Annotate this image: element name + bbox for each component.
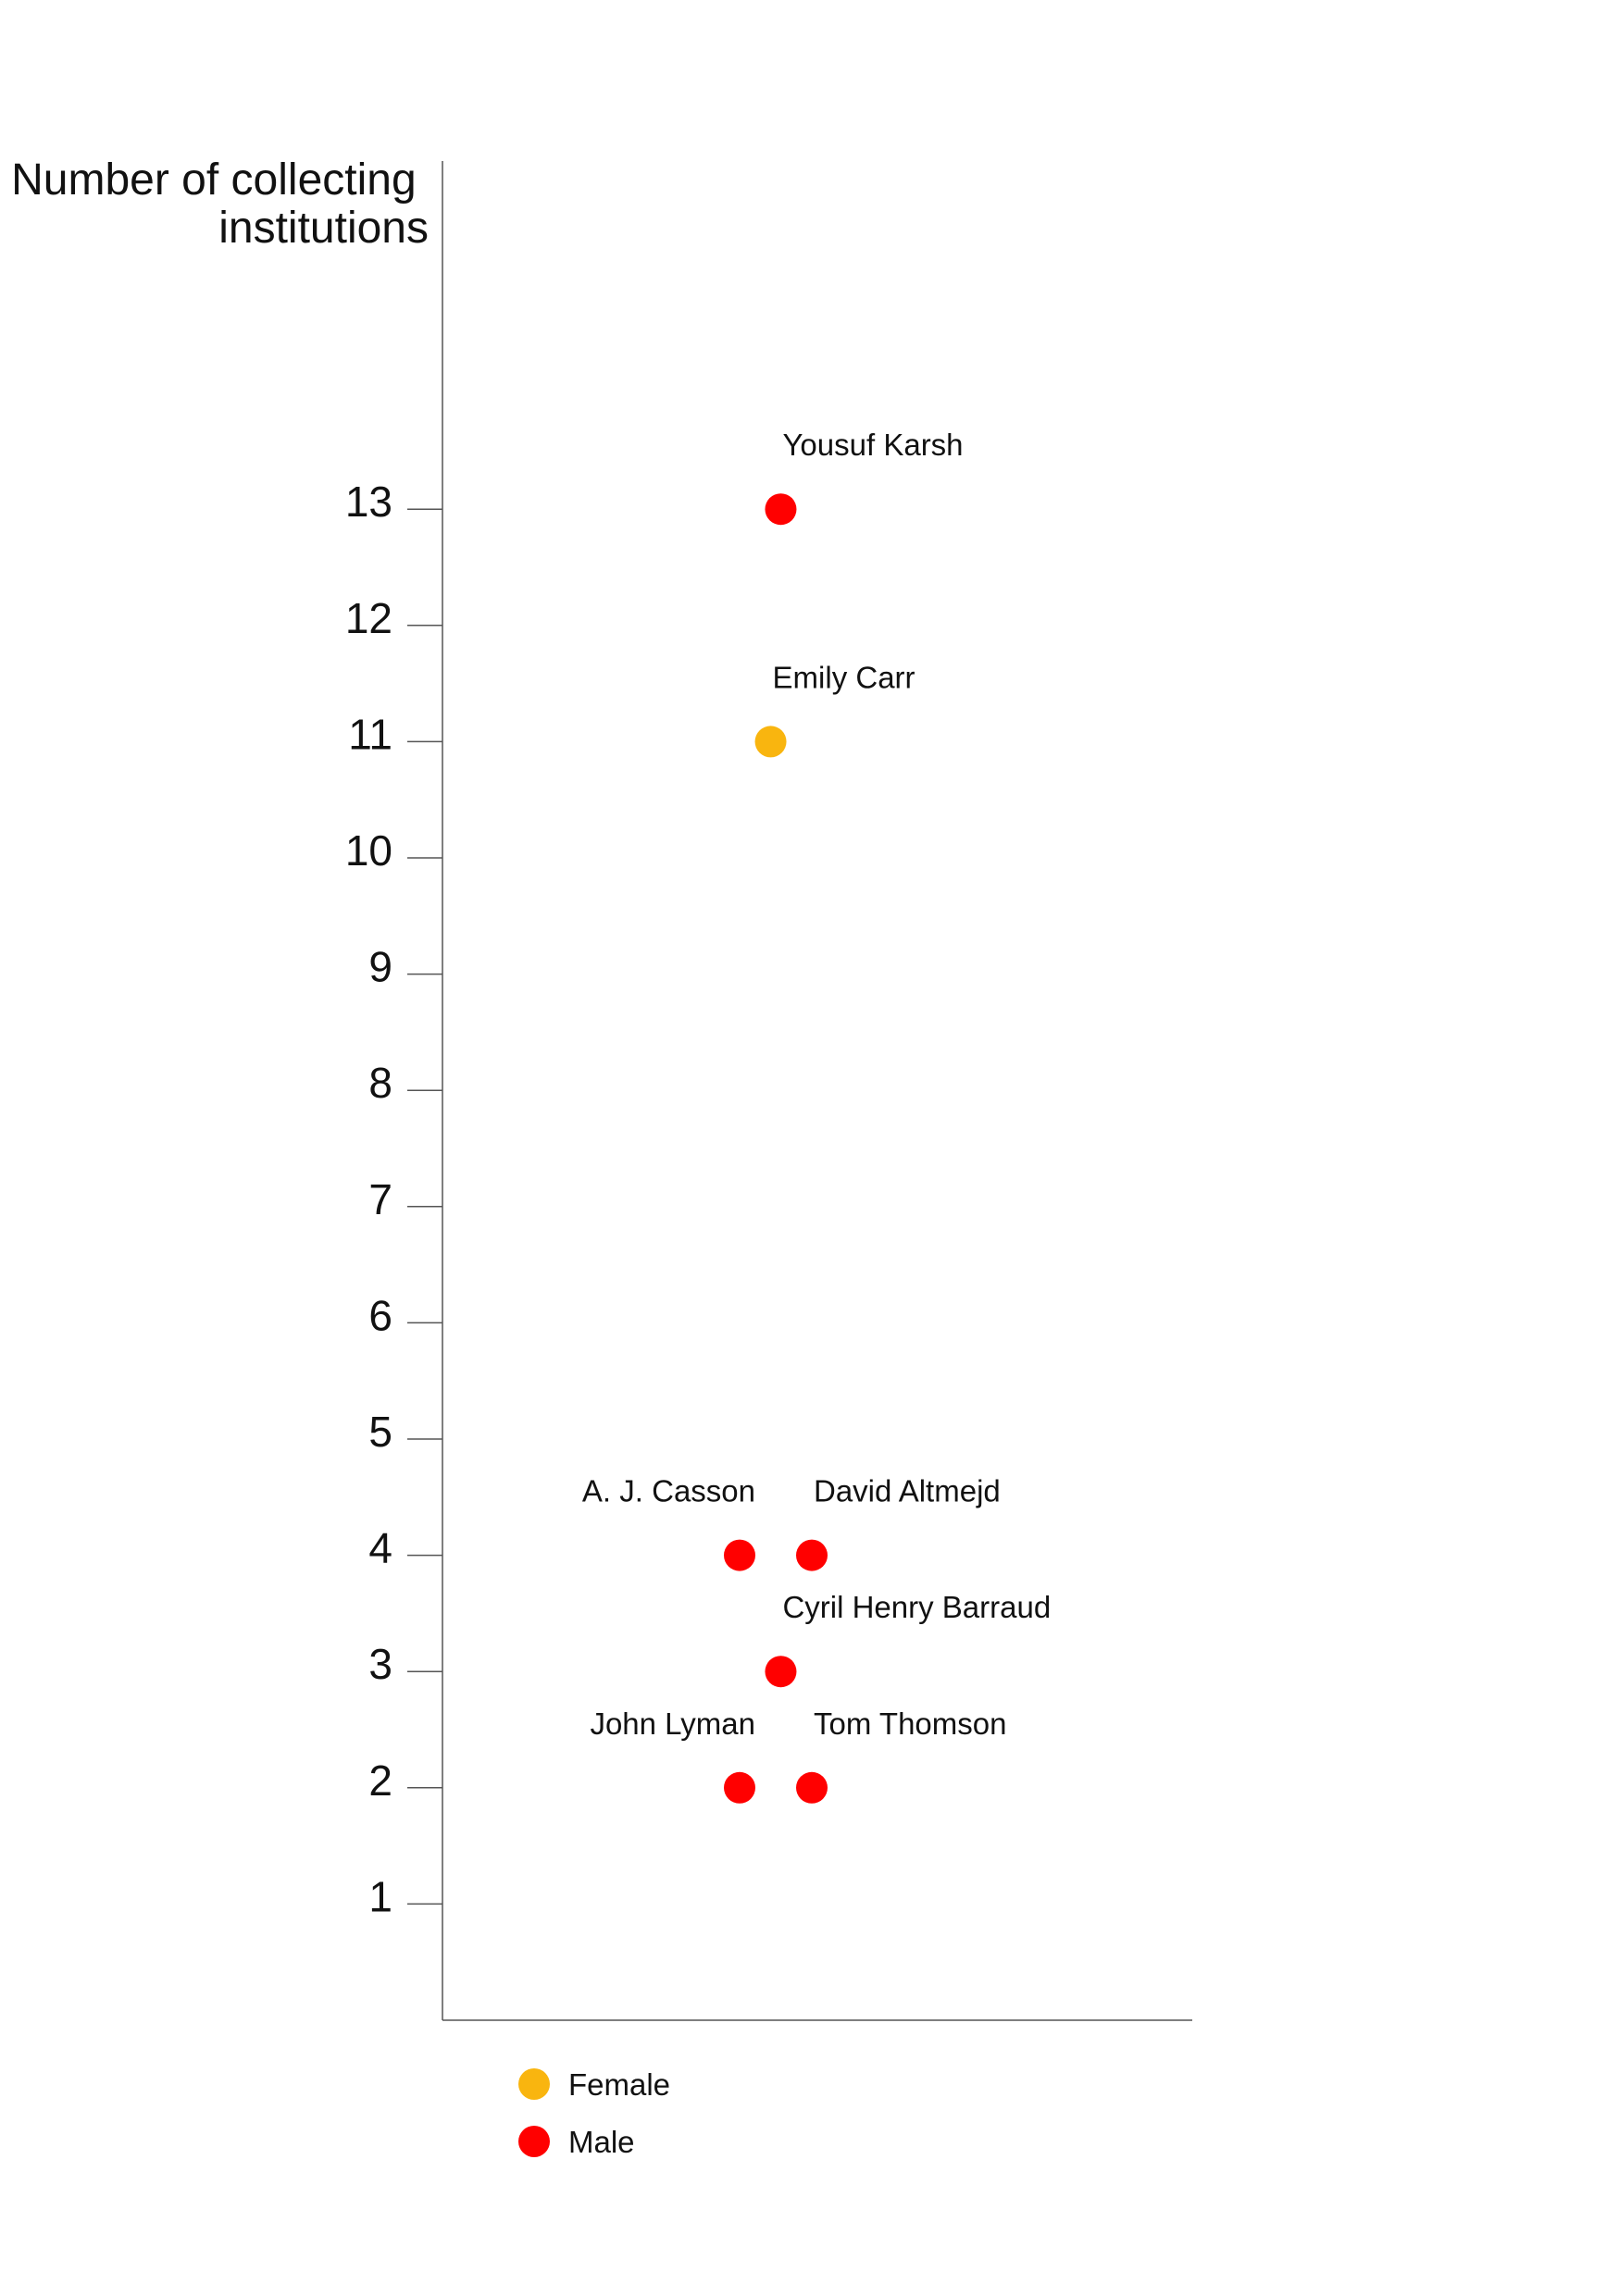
point-john-lyman bbox=[724, 1771, 755, 1804]
y-tick-label-6: 6 bbox=[368, 1291, 392, 1339]
y-axis-title-line-1: Number of collecting bbox=[11, 155, 417, 205]
legend-swatch-female bbox=[518, 2068, 550, 2100]
legend-label-male: Male bbox=[568, 2125, 635, 2159]
legend-label-female: Female bbox=[568, 2067, 670, 2102]
point-label-tom-thomson: Tom Thomson bbox=[814, 1706, 1006, 1741]
y-tick-label-1: 1 bbox=[368, 1872, 392, 1920]
data-points: Yousuf Karsh Emily Carr A. J. Casson David … bbox=[582, 428, 1051, 1804]
y-tick-label-4: 4 bbox=[368, 1524, 392, 1572]
point-yousuf-karsh bbox=[765, 493, 797, 526]
y-tick-label-3: 3 bbox=[368, 1640, 392, 1688]
y-tick-label-9: 9 bbox=[368, 943, 392, 991]
point-tom-thomson bbox=[796, 1771, 828, 1804]
point-label-emily-carr: Emily Carr bbox=[773, 660, 915, 694]
point-emily-carr bbox=[754, 726, 787, 758]
point-label-a-j-casson: A. J. Casson bbox=[582, 1474, 755, 1508]
y-tick-label-2: 2 bbox=[368, 1756, 392, 1805]
point-david-altmejd bbox=[796, 1539, 828, 1571]
y-tick-label-11: 11 bbox=[348, 710, 392, 758]
y-axis-title: Number of collecting institutions bbox=[11, 155, 429, 253]
y-tick-label-12: 12 bbox=[345, 594, 392, 642]
legend-swatch-male bbox=[518, 2126, 550, 2157]
legend: Female Male bbox=[518, 2067, 670, 2159]
point-label-yousuf-karsh: Yousuf Karsh bbox=[782, 428, 963, 462]
y-tick-label-10: 10 bbox=[345, 826, 392, 875]
y-tick-label-8: 8 bbox=[368, 1059, 392, 1107]
y-tick-label-13: 13 bbox=[345, 478, 392, 526]
point-label-cyril-henry-barraud: Cyril Henry Barraud bbox=[782, 1590, 1051, 1624]
y-axis-title-line-2: institutions bbox=[218, 204, 429, 253]
y-tick-label-5: 5 bbox=[368, 1408, 392, 1456]
y-tick-label-7: 7 bbox=[368, 1175, 392, 1223]
point-label-david-altmejd: David Altmejd bbox=[814, 1474, 1001, 1508]
point-label-john-lyman: John Lyman bbox=[590, 1706, 755, 1741]
point-cyril-henry-barraud bbox=[765, 1656, 797, 1688]
point-a-j-casson bbox=[724, 1539, 755, 1571]
